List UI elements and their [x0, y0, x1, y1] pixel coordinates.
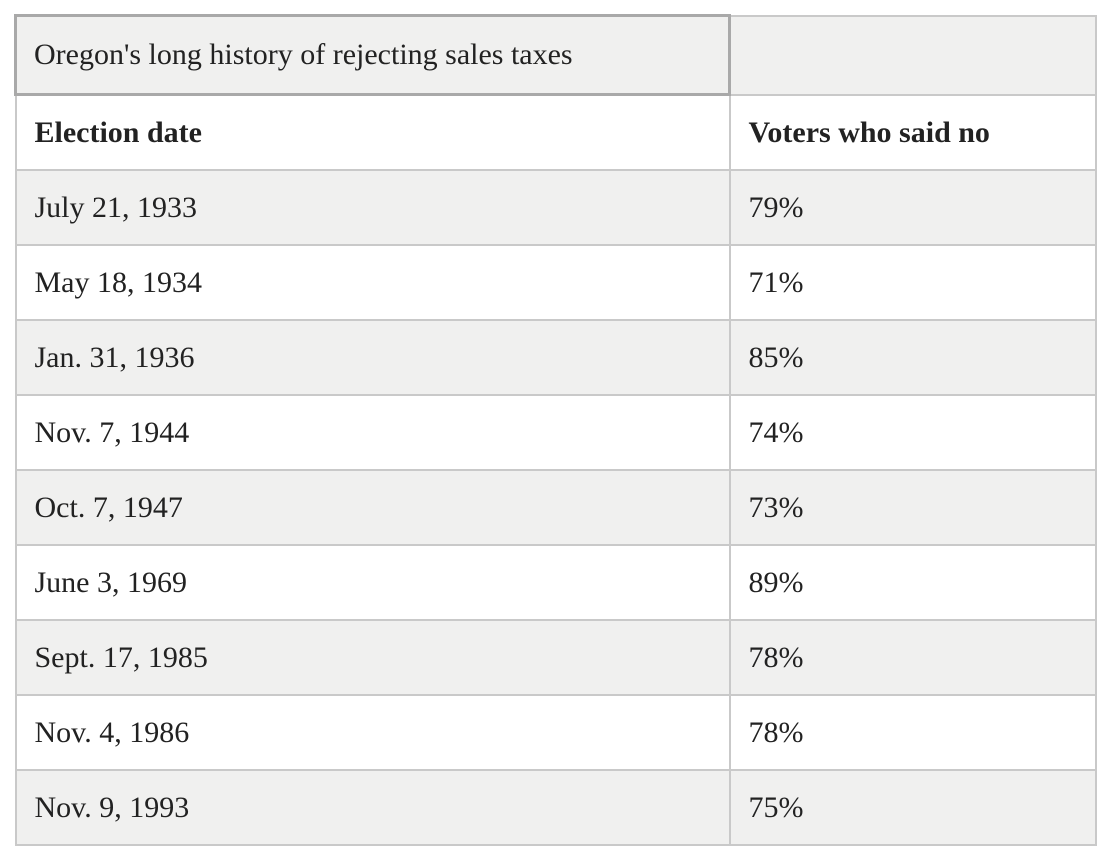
column-header-voters-who-said-no: Voters who said no — [728, 93, 1097, 171]
voters-no-cell: 75% — [728, 769, 1097, 846]
election-date-cell: Nov. 4, 1986 — [14, 694, 731, 771]
voters-no-cell: 78% — [728, 619, 1097, 696]
voters-no-cell: 73% — [728, 469, 1097, 546]
voters-no-cell: 78% — [728, 694, 1097, 771]
voters-no-cell: 71% — [728, 244, 1097, 321]
table-row: Nov. 4, 1986 78% — [14, 694, 1097, 771]
table-row: June 3, 1969 89% — [14, 544, 1097, 621]
table-header-row: Election date Voters who said no — [14, 93, 1097, 171]
voters-no-cell: 79% — [728, 169, 1097, 246]
sales-tax-rejection-table: Oregon's long history of rejecting sales… — [14, 14, 1097, 846]
election-date-cell: June 3, 1969 — [14, 544, 731, 621]
column-header-election-date: Election date — [14, 93, 731, 171]
voters-no-cell: 89% — [728, 544, 1097, 621]
table-row: Sept. 17, 1985 78% — [14, 619, 1097, 696]
election-date-cell: Sept. 17, 1985 — [14, 619, 731, 696]
voters-no-cell: 85% — [728, 319, 1097, 396]
table-title-row: Oregon's long history of rejecting sales… — [14, 14, 1097, 96]
election-date-cell: Nov. 7, 1944 — [14, 394, 731, 471]
table-title-cell: Oregon's long history of rejecting sales… — [14, 14, 731, 96]
table-row: Oct. 7, 1947 73% — [14, 469, 1097, 546]
election-date-cell: Oct. 7, 1947 — [14, 469, 731, 546]
table-title-spacer-cell — [728, 14, 1097, 96]
table-row: May 18, 1934 71% — [14, 244, 1097, 321]
table-row: Nov. 7, 1944 74% — [14, 394, 1097, 471]
table-row: Nov. 9, 1993 75% — [14, 769, 1097, 846]
election-date-cell: May 18, 1934 — [14, 244, 731, 321]
table-row: July 21, 1933 79% — [14, 169, 1097, 246]
table-title: Oregon's long history of rejecting sales… — [34, 38, 573, 71]
election-date-cell: July 21, 1933 — [14, 169, 731, 246]
election-date-cell: Nov. 9, 1993 — [14, 769, 731, 846]
election-date-cell: Jan. 31, 1936 — [14, 319, 731, 396]
table-row: Jan. 31, 1936 85% — [14, 319, 1097, 396]
voters-no-cell: 74% — [728, 394, 1097, 471]
